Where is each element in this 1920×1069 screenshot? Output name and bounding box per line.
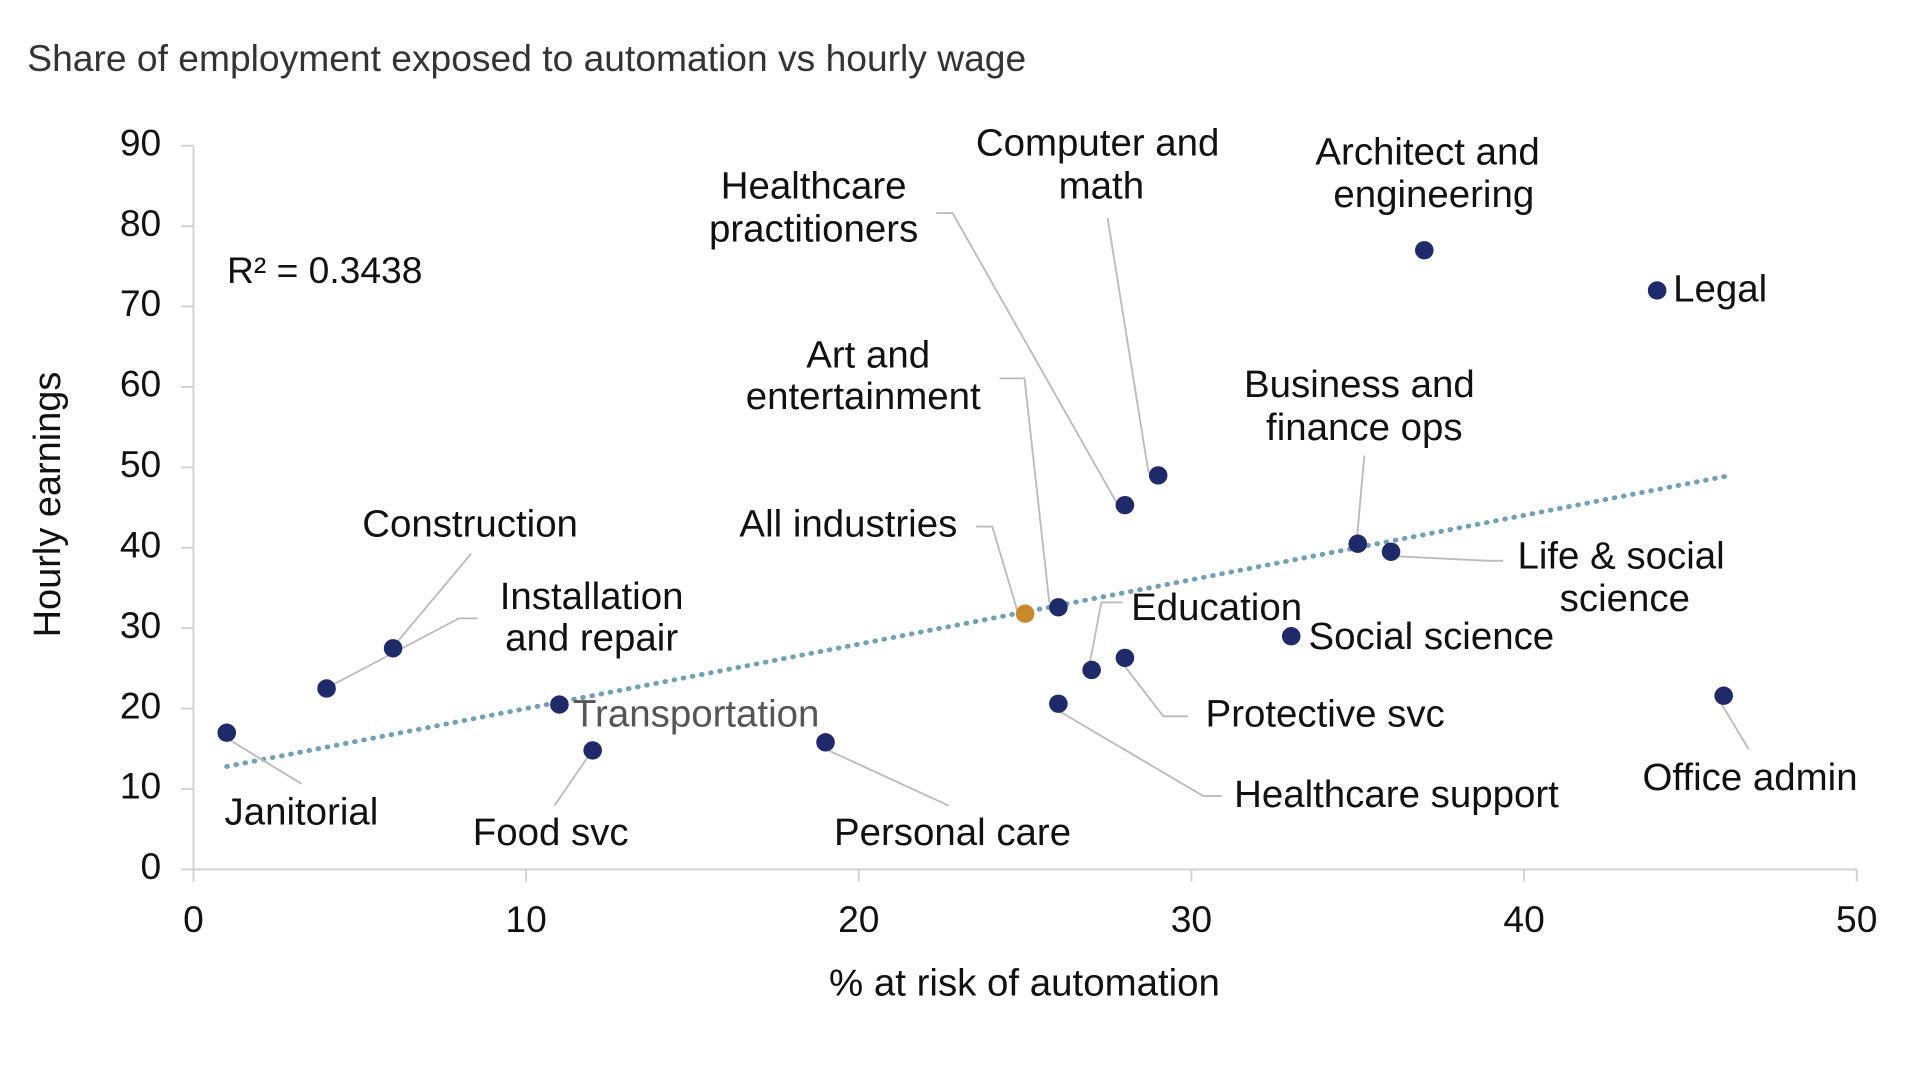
point-label: Janitorial	[224, 791, 378, 834]
y-tick-label: 90	[120, 123, 161, 164]
data-point	[583, 741, 602, 760]
x-tick-label: 20	[838, 899, 879, 940]
y-tick-label: 80	[120, 203, 161, 244]
y-tick-label: 40	[120, 525, 161, 566]
leader-line	[976, 525, 1018, 611]
x-axis-label: % at risk of automation	[829, 962, 1220, 1005]
data-point	[1049, 694, 1068, 713]
leader-line	[1122, 664, 1189, 718]
leader-line	[1355, 455, 1366, 539]
data-point	[1647, 281, 1667, 300]
leader-line	[936, 212, 1118, 503]
y-tick-label: 0	[141, 846, 162, 887]
x-tick-label: 30	[1171, 899, 1212, 940]
leader-line	[823, 747, 950, 807]
point-label: entertainment	[746, 375, 981, 418]
data-point	[1414, 241, 1434, 260]
plot-group: Share of employment exposed to automatio…	[26, 38, 1878, 1005]
data-point	[1348, 534, 1368, 553]
point-label: Architect and	[1315, 131, 1539, 174]
y-tick-label: 60	[120, 364, 161, 405]
y-axis-label: Hourly earnings	[26, 372, 69, 638]
leader-line	[393, 552, 473, 646]
point-label: Office admin	[1643, 756, 1858, 799]
leader-line	[226, 737, 302, 785]
point-label: Personal care	[834, 811, 1071, 854]
data-point	[1082, 660, 1101, 680]
point-label: Art and	[806, 334, 930, 377]
point-label: Installation	[500, 575, 684, 618]
y-tick-label: 30	[120, 605, 161, 646]
point-label: Education	[1131, 586, 1302, 629]
point-label: Business and	[1244, 363, 1475, 406]
data-point	[317, 679, 336, 698]
data-point	[1281, 627, 1301, 646]
x-tick-label: 0	[183, 899, 204, 940]
leader-line	[1389, 555, 1504, 562]
point-label: Transportation	[573, 693, 819, 736]
chart-title: Share of employment exposed to automatio…	[27, 38, 1026, 79]
data-point	[1115, 648, 1135, 668]
data-point	[1015, 604, 1035, 623]
point-label: All industries	[739, 503, 957, 546]
x-tick-label: 50	[1836, 899, 1877, 940]
point-label: Legal	[1673, 268, 1767, 311]
trendline	[224, 472, 1733, 769]
point-label: and repair	[505, 617, 678, 660]
point-label: practitioners	[709, 208, 918, 251]
x-tick-label: 10	[505, 899, 546, 940]
point-label: Construction	[362, 503, 578, 546]
data-point	[1049, 598, 1068, 617]
data-point	[217, 723, 237, 742]
point-label: Food svc	[473, 811, 629, 854]
data-point	[1381, 542, 1401, 561]
r-squared: R² = 0.3438	[227, 250, 422, 291]
data-point	[383, 639, 403, 658]
leader-line	[1720, 703, 1750, 750]
leader-line	[553, 756, 589, 807]
point-label: engineering	[1333, 173, 1534, 216]
y-tick-label: 50	[120, 444, 161, 485]
data-point	[816, 733, 835, 752]
y-tick-label: 20	[120, 685, 161, 726]
leader-line	[1106, 217, 1150, 473]
point-label: Healthcare	[721, 165, 907, 208]
data-point	[550, 695, 569, 714]
x-tick-label: 40	[1503, 899, 1544, 940]
data-point	[1714, 686, 1733, 705]
point-label: Protective svc	[1206, 693, 1445, 736]
data-point	[1148, 466, 1168, 485]
point-label: math	[1059, 165, 1144, 208]
leader-line	[328, 617, 478, 688]
point-label: Healthcare support	[1234, 773, 1559, 816]
point-label: Social science	[1309, 615, 1555, 658]
point-label: Computer and	[976, 122, 1220, 165]
leader-line	[1055, 708, 1222, 797]
leader-line	[999, 377, 1051, 603]
data-point	[1115, 495, 1135, 515]
point-label: science	[1560, 577, 1690, 620]
leader-line	[1088, 601, 1123, 668]
y-tick-label: 10	[120, 766, 161, 807]
y-tick-label: 70	[120, 283, 161, 324]
point-label: Life & social	[1517, 535, 1724, 578]
point-label: finance ops	[1266, 406, 1463, 449]
